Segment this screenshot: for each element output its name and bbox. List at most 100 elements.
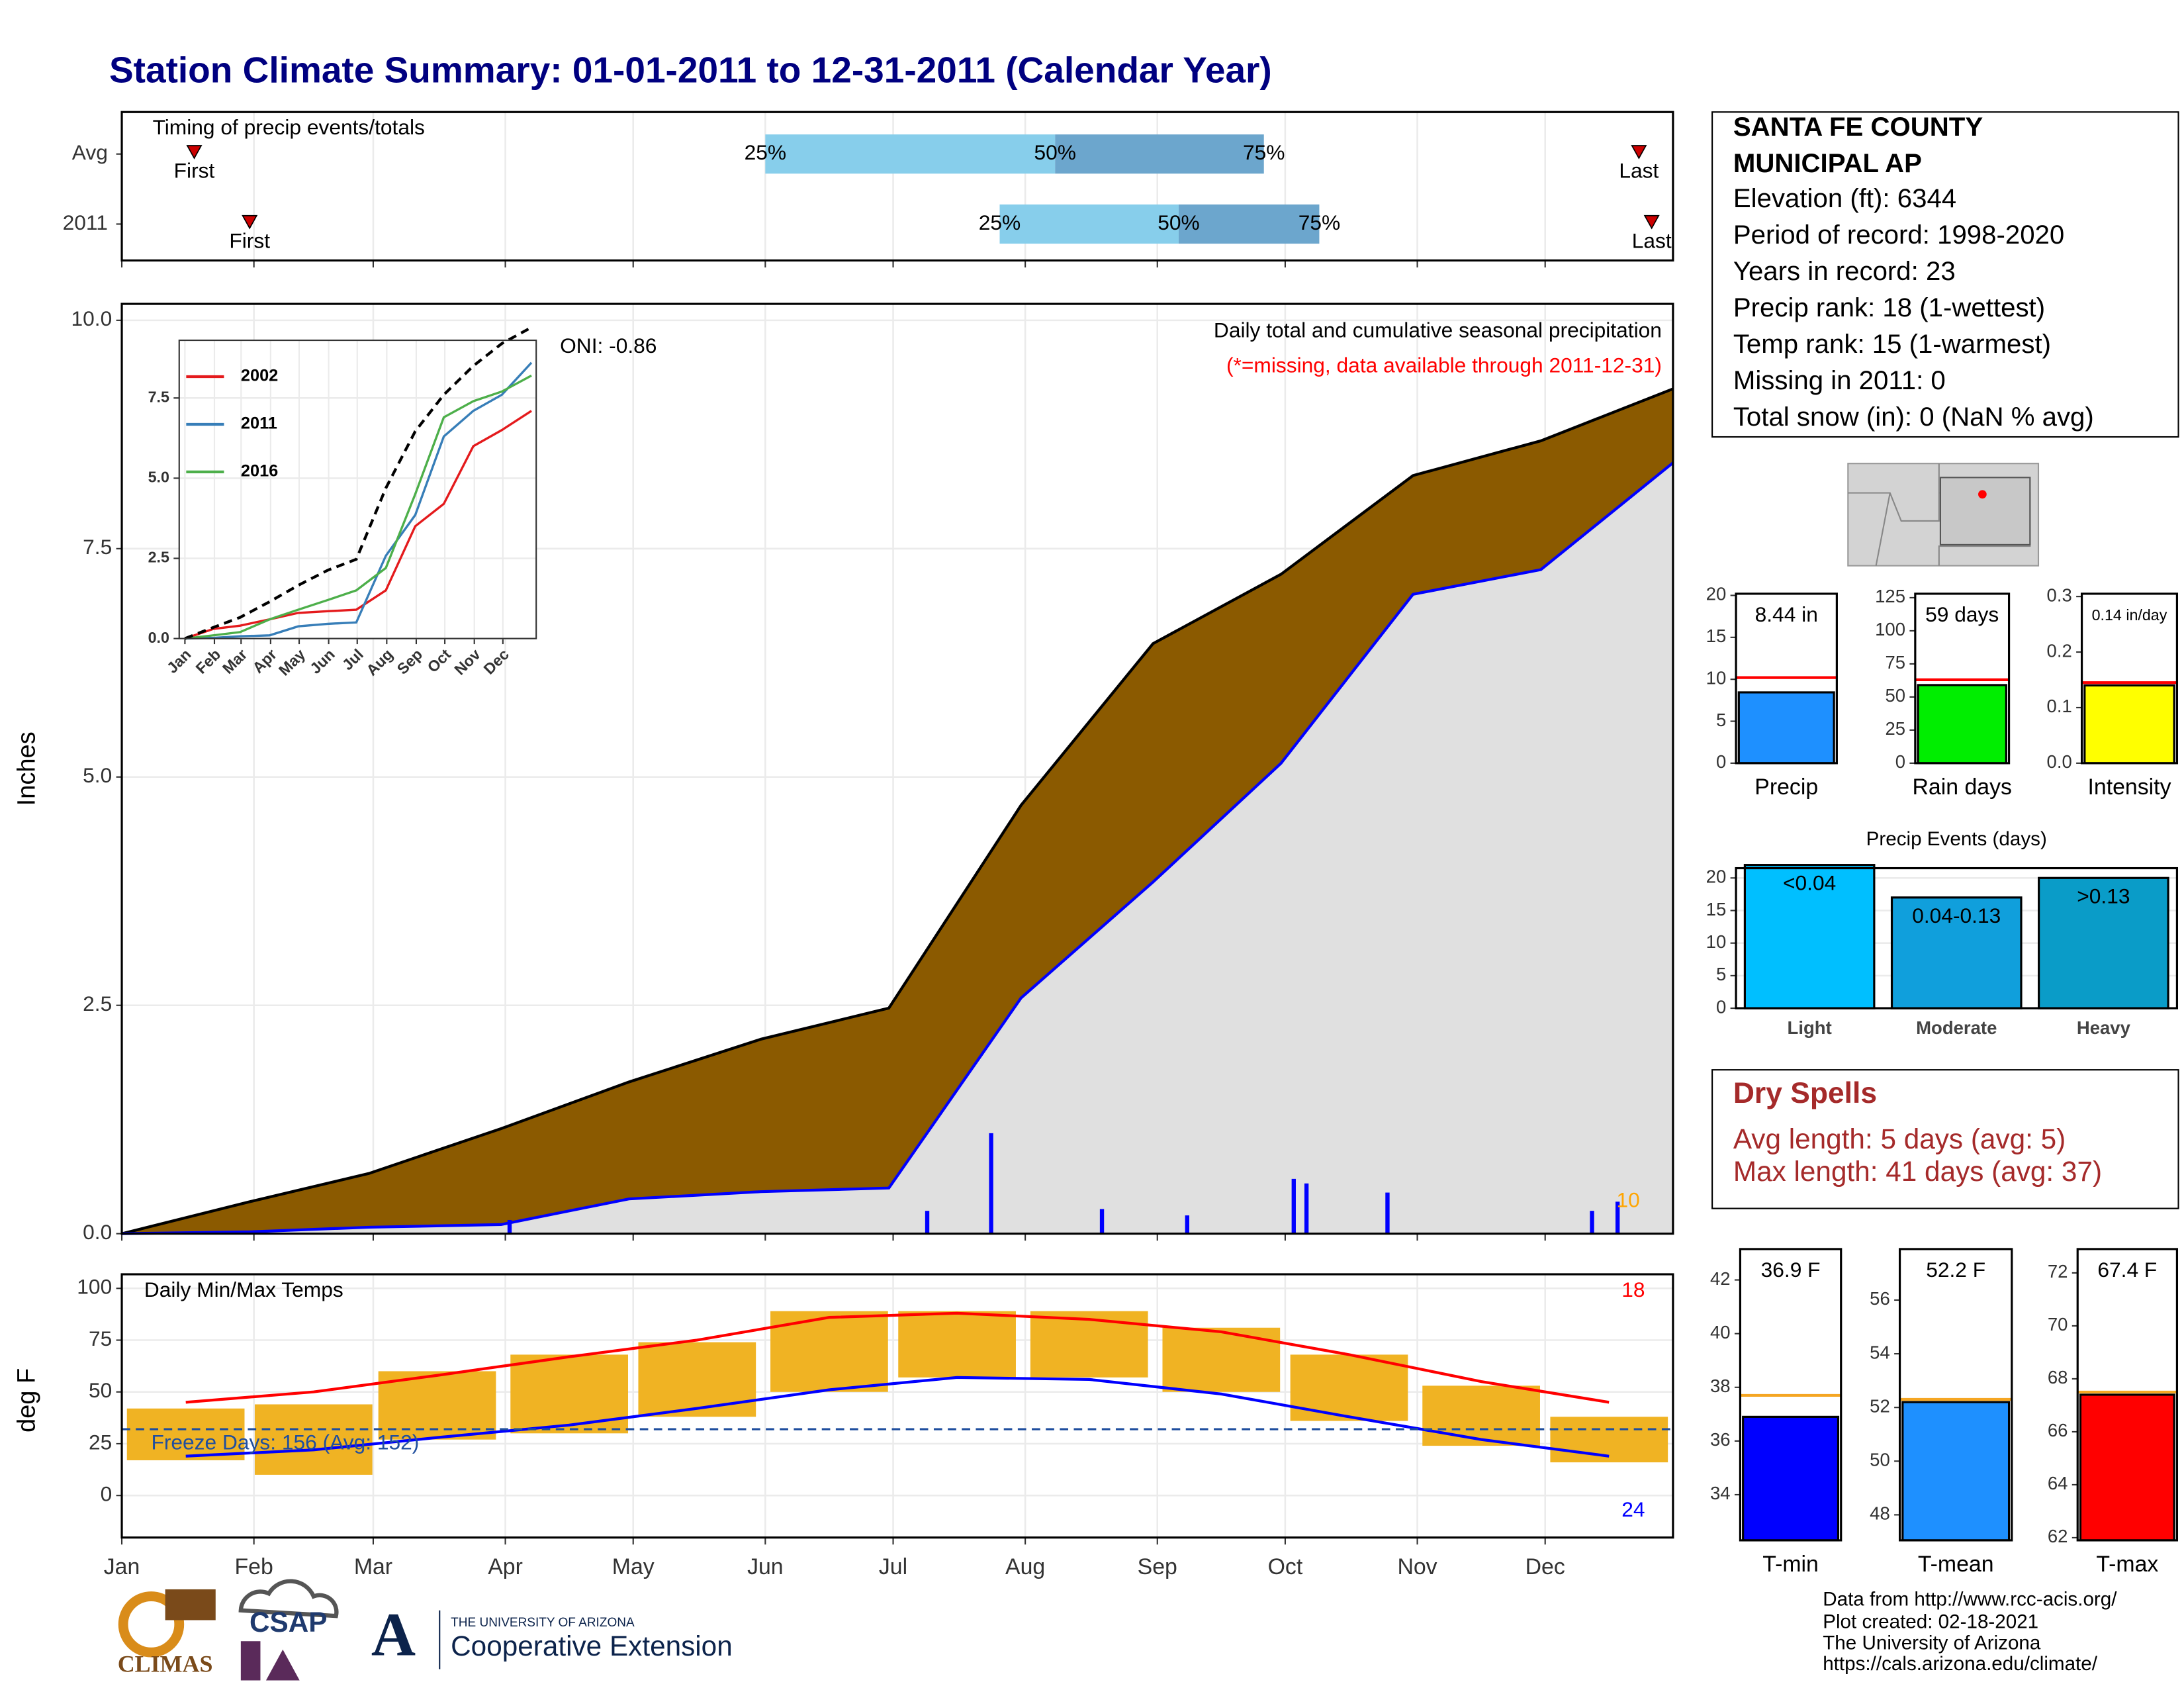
daily-bar — [1185, 1215, 1189, 1234]
station-name: SANTA FE COUNTY — [1733, 112, 1983, 142]
value-label: 8.44 in — [1755, 602, 1818, 626]
y-tick-label: 5 — [1716, 964, 1726, 984]
daily-bar — [1099, 1209, 1105, 1234]
csap-text: CSAP — [250, 1607, 328, 1638]
y-tick-label: 5 — [1716, 710, 1726, 730]
panel-frame — [2080, 592, 2179, 765]
event-marker — [186, 145, 203, 160]
category-label: T-mean — [1918, 1552, 1994, 1577]
category-label: Moderate — [1916, 1017, 1997, 1038]
legend-label: 2011 — [241, 414, 277, 433]
panel-frame — [120, 303, 1674, 1235]
value-label: 36.9 F — [1761, 1258, 1821, 1282]
temp-range-bar — [898, 1311, 1016, 1378]
temp-range-bar — [126, 1408, 245, 1460]
bar-label: >0.13 — [2077, 884, 2130, 908]
x-tick-label: Jan — [104, 1554, 140, 1579]
y-tick-label: 20 — [1706, 867, 1727, 887]
daily-bar — [507, 1219, 512, 1234]
station-dot — [1978, 490, 1987, 499]
y-tick-label: Avg — [72, 140, 108, 164]
y-tick-label: 50 — [1885, 685, 1905, 706]
footer-line: Data from http://www.rcc-acis.org/ — [1823, 1589, 2117, 1611]
event-label: First — [174, 159, 215, 183]
y-tick-label: 125 — [1875, 586, 1905, 606]
bar — [1742, 1415, 1840, 1542]
legend-label: 2002 — [241, 367, 278, 385]
category-label: T-max — [2096, 1552, 2158, 1577]
y-tick-label: 5.0 — [83, 763, 112, 787]
inset-frame — [178, 339, 537, 639]
series-line — [184, 410, 532, 640]
ua-name: THE UNIVERSITY OF ARIZONA — [451, 1616, 635, 1630]
x-tick-label: Feb — [235, 1554, 273, 1579]
dry-spells-line: Max length: 41 days (avg: 37) — [1733, 1156, 2102, 1187]
y-tick-label: 0.2 — [2047, 640, 2072, 661]
event-marker — [1631, 145, 1647, 160]
quantile-label: 25% — [979, 211, 1021, 234]
bar-label: <0.04 — [1783, 871, 1836, 895]
footer-line: The University of Arizona — [1823, 1632, 2041, 1654]
station-line: Missing in 2011: 0 — [1733, 365, 1946, 395]
footer-line: https://cals.arizona.edu/climate/ — [1823, 1653, 2098, 1675]
bar — [1917, 684, 2007, 765]
y-tick-label: 2011 — [63, 211, 108, 234]
x-tick-label: Dec — [1525, 1554, 1565, 1579]
cumulative-line — [122, 461, 1674, 1235]
y-tick-label: 75 — [1885, 652, 1905, 673]
y-tick-label: 0.0 — [2047, 751, 2072, 772]
x-tick-label: Jul — [879, 1554, 907, 1579]
value-label: 59 days — [1925, 602, 1999, 626]
quartile-bar — [1055, 134, 1264, 174]
footer-line: Plot created: 02-18-2021 — [1823, 1611, 2038, 1633]
station-line: Period of record: 1998-2020 — [1733, 220, 2064, 250]
extension-text: Cooperative Extension — [451, 1630, 733, 1662]
annotation: 18 — [1621, 1278, 1645, 1301]
y-tick-label: 66 — [2048, 1420, 2068, 1440]
daily-bar — [989, 1133, 993, 1234]
value-label: 67.4 F — [2097, 1258, 2157, 1282]
panel-frame — [120, 111, 1674, 262]
panel-title: Timing of precip events/totals — [153, 115, 425, 139]
annotation: Daily total and cumulative seasonal prec… — [1214, 318, 1662, 342]
y-tick-label: 0 — [101, 1482, 113, 1506]
panel-frame — [1914, 592, 2011, 765]
y-tick-label: 54 — [1870, 1342, 1890, 1362]
event-marker — [1643, 214, 1660, 230]
quantile-label: 50% — [1034, 140, 1075, 164]
x-tick-label: Aug — [1005, 1554, 1045, 1579]
climas-text: CLIMAS — [118, 1651, 213, 1677]
y-tick-label: 42 — [1710, 1268, 1731, 1289]
y-tick-label: 10 — [1706, 931, 1727, 952]
series-line — [185, 361, 533, 640]
quartile-bar — [999, 204, 1179, 244]
station-line: Elevation (ft): 6344 — [1733, 183, 1956, 213]
event-marker — [242, 214, 258, 230]
y-tick-label: 62 — [2048, 1526, 2068, 1546]
annotation: (*=missing, data available through 2011-… — [1226, 353, 1662, 377]
ua-letter: A — [371, 1601, 416, 1669]
climas-logo — [118, 1591, 185, 1658]
panel-title: Precip Events (days) — [1866, 828, 2047, 850]
y-tick-label: 0.0 — [83, 1220, 112, 1244]
y-tick-label: 0.1 — [2047, 696, 2072, 716]
event-label: Last — [1632, 228, 1672, 252]
y-tick-label: 7.5 — [148, 388, 169, 405]
y-tick-label: 10.0 — [71, 306, 112, 330]
cumulative-line — [121, 387, 1674, 1235]
x-tick-label: Nov — [1397, 1554, 1437, 1579]
ua-logo — [361, 1610, 426, 1669]
y-tick-label: 0 — [1716, 751, 1726, 772]
temp-range-bar — [1550, 1417, 1668, 1463]
panel-title: Daily Min/Max Temps — [144, 1278, 343, 1301]
temp-range-bar — [510, 1354, 629, 1434]
daily-bar — [1615, 1201, 1620, 1234]
y-tick-label: 15 — [1706, 626, 1727, 646]
category-label: Intensity — [2088, 774, 2171, 800]
station-line: Temp rank: 15 (1-warmest) — [1733, 329, 2051, 359]
temp-range-bar — [1290, 1354, 1408, 1421]
y-tick-label: 50 — [1870, 1450, 1890, 1470]
csap-cloud — [238, 1579, 339, 1618]
y-tick-label: 0.0 — [148, 629, 169, 646]
